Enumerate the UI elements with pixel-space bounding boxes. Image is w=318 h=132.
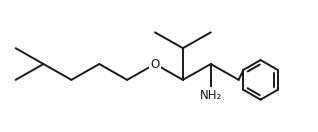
Text: O: O [150,58,160,70]
Text: NH₂: NH₂ [200,89,222,102]
